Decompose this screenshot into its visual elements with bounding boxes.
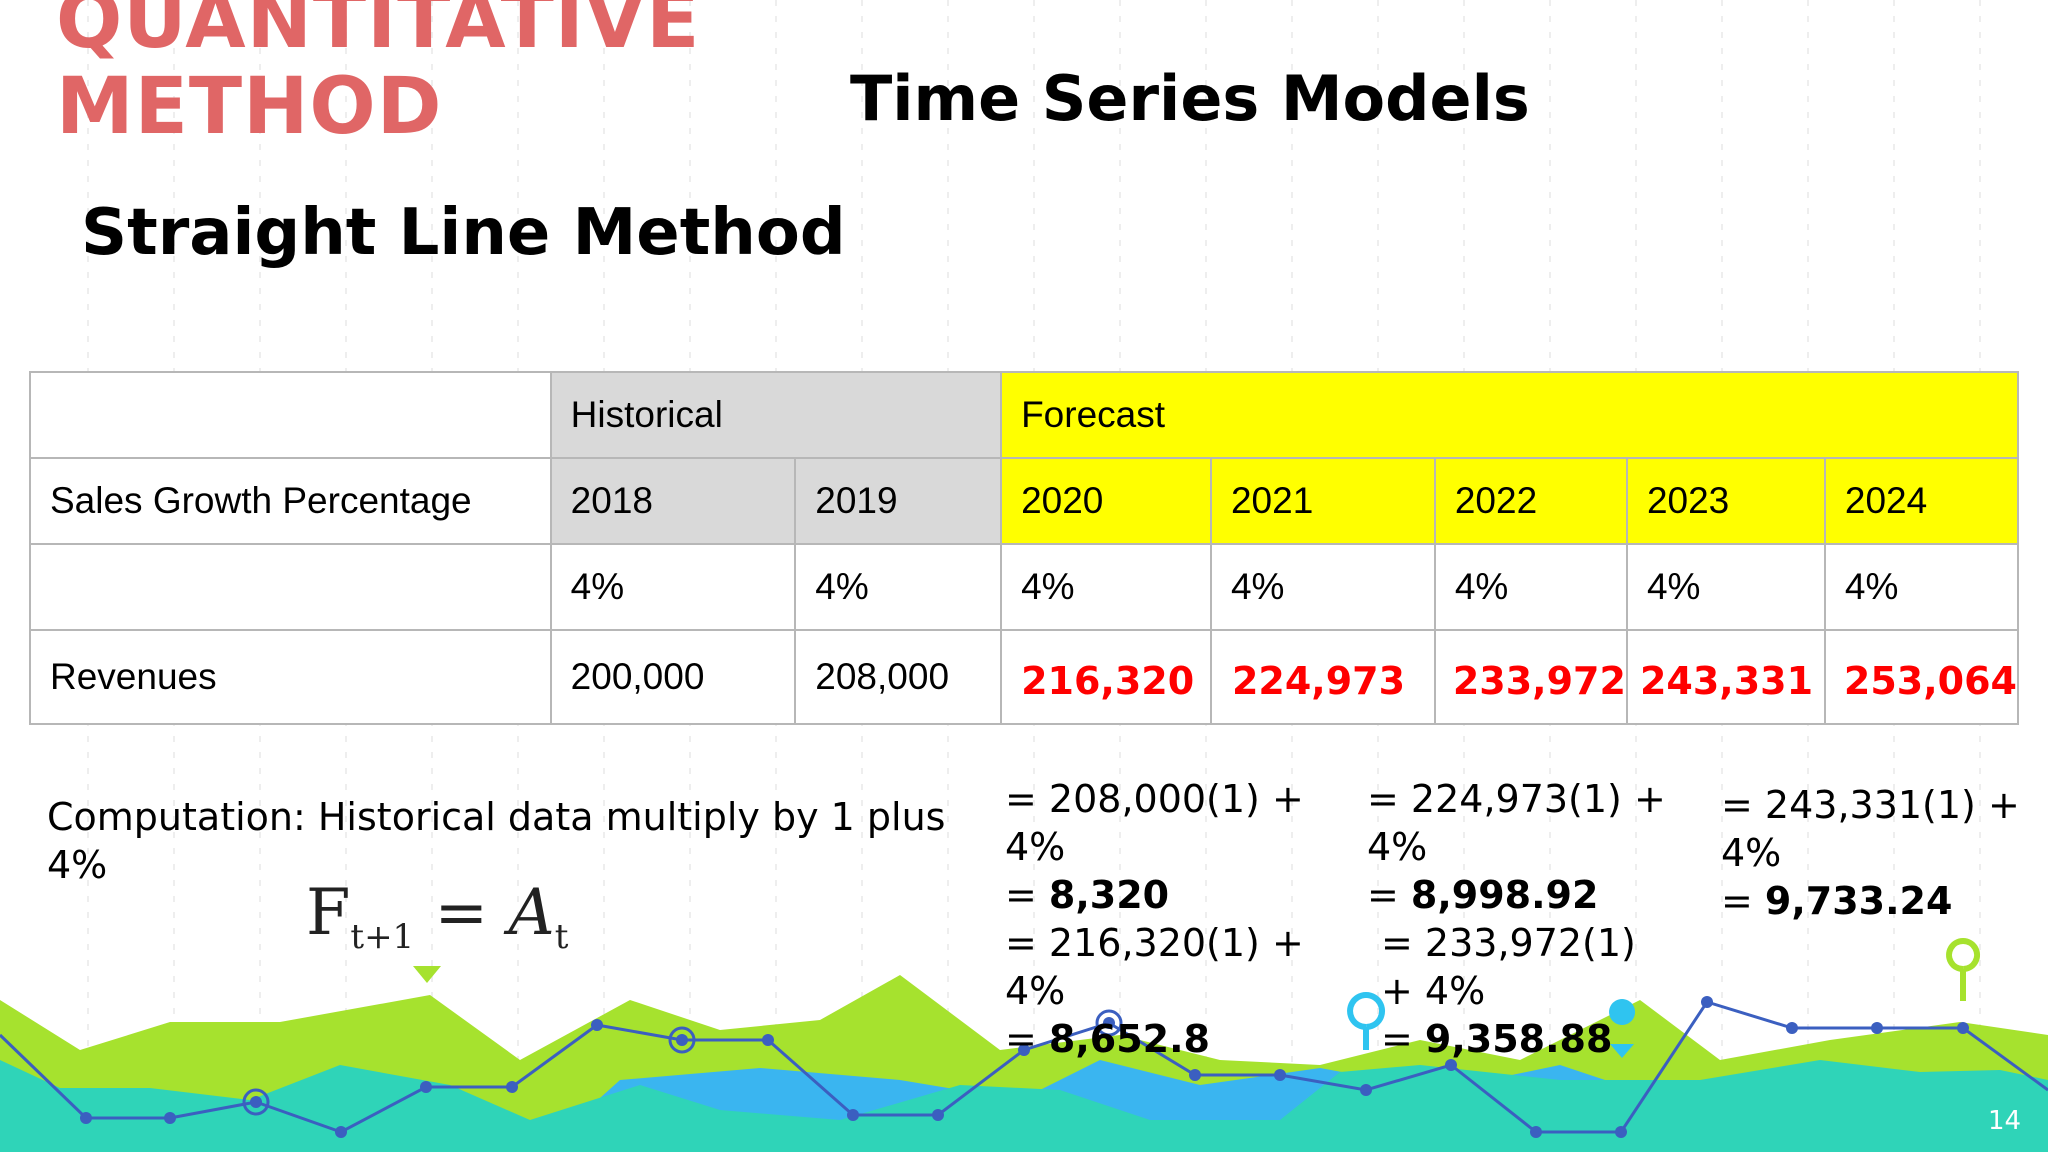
computation-equation: = 208,000(1) + 4% (1005, 777, 1304, 869)
growth-cell: 4% (1209, 543, 1436, 631)
pin-marker-icon (1946, 938, 1981, 1001)
table-row: Sales Growth Percentage 2018 2019 2020 2… (29, 457, 2020, 545)
slide-title-line2: METHOD (56, 62, 443, 152)
formula-equals: = (434, 876, 489, 950)
page-number: 14 (1988, 1106, 2022, 1136)
historical-header: Historical (549, 371, 1003, 459)
formula-rhs-sub: t (554, 916, 569, 957)
year-cell: 2024 (1823, 457, 2020, 545)
revenue-forecast-cell: 216,320 (1000, 629, 1212, 725)
growth-cell: 4% (1823, 543, 2020, 631)
pin-marker-icon (1347, 992, 1386, 1050)
formula-rhs: A (508, 876, 555, 950)
growth-cell: 4% (1625, 543, 1826, 631)
revenue-cell: 208,000 (794, 629, 1003, 725)
sales-forecast-table: Historical Forecast Sales Growth Percent… (29, 371, 2020, 725)
revenue-forecast-cell: 233,972 (1433, 629, 1628, 725)
table-row: 4% 4% 4% 4% 4% 4% 4% (29, 543, 2020, 631)
formula-lhs: F (306, 876, 351, 950)
computation-result-line: = 8,998.92 (1367, 873, 1599, 917)
slide-title: QUANTITATIVE METHOD (56, 0, 700, 150)
table-row: Historical Forecast (29, 371, 2019, 459)
computation-result: 9,358.88 (1424, 1017, 1613, 1061)
computation-result-line: = 9,358.88 (1381, 1017, 1613, 1061)
computation-col-3: = 243,331(1) + 4% = 9,733.24 (1721, 781, 2021, 925)
computation-equation: = 233,972(1) + 4% (1381, 921, 1636, 1013)
growth-cell: 4% (1433, 543, 1628, 631)
row-label-sales-growth: Sales Growth Percentage (29, 457, 552, 545)
year-cell: 2018 (549, 457, 797, 545)
year-cell: 2022 (1433, 457, 1628, 545)
growth-cell: 4% (549, 543, 797, 631)
computation-text: Computation: Historical data multiply by… (47, 795, 946, 887)
computation-equation: = 243,331(1) + 4% (1721, 783, 2020, 875)
table-cell-empty (29, 543, 552, 631)
formula-lhs-sub: t+1 (350, 916, 415, 957)
table-row: Revenues 200,000 208,000 216,320 224,973… (29, 629, 2020, 725)
revenue-forecast-cell: 253,064 (1823, 629, 2020, 725)
revenue-cell: 200,000 (549, 629, 797, 725)
computation-result-line: = 8,652.8 (1005, 1017, 1210, 1061)
forecast-header: Forecast (1000, 371, 2019, 459)
pin-marker-icon (1609, 999, 1636, 1058)
slide-subheading: Straight Line Method (81, 196, 846, 270)
computation-result: 8,652.8 (1048, 1017, 1210, 1061)
computation-result: 8,320 (1048, 873, 1170, 917)
revenue-forecast-cell: 243,331 (1625, 629, 1826, 725)
table-cell-empty (29, 371, 552, 459)
revenue-forecast-cell: 224,973 (1209, 629, 1436, 725)
computation-result-line: = 9,733.24 (1721, 879, 1953, 923)
year-cell: 2023 (1625, 457, 1826, 545)
forecast-formula: Ft+1 = At (306, 876, 568, 957)
pin-marker-icon (413, 966, 441, 983)
computation-equation: = 216,320(1) + 4% (1005, 921, 1304, 1013)
slide-title-line1: QUANTITATIVE (56, 0, 701, 66)
computation-equation: = 224,973(1) + 4% (1367, 777, 1666, 869)
year-cell: 2019 (794, 457, 1003, 545)
row-label-revenues: Revenues (29, 629, 552, 725)
computation-result-line: = 8,320 (1005, 873, 1170, 917)
computation-col-2: = 224,973(1) + 4% = 8,998.92 = 233,972(1… (1367, 775, 1667, 1063)
growth-cell: 4% (794, 543, 1003, 631)
computation-col-1: = 208,000(1) + 4% = 8,320 = 216,320(1) +… (1005, 775, 1305, 1063)
computation-result: 9,733.24 (1764, 879, 1953, 923)
year-cell: 2020 (1000, 457, 1212, 545)
year-cell: 2021 (1209, 457, 1436, 545)
slide-heading: Time Series Models (850, 62, 1530, 135)
computation-result: 8,998.92 (1410, 873, 1599, 917)
growth-cell: 4% (1000, 543, 1212, 631)
